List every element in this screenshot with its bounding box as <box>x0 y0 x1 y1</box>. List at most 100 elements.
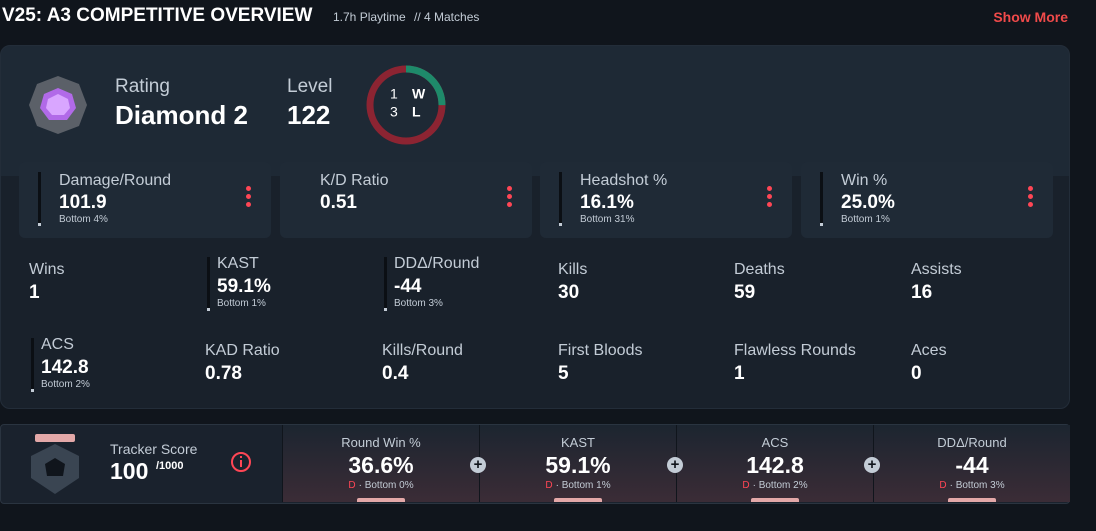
info-icon[interactable] <box>230 451 252 473</box>
stat-label: Wins <box>29 261 65 278</box>
stat-label: KAD Ratio <box>205 342 280 359</box>
stat-sub: Bottom 2% <box>41 379 90 390</box>
matches: // 4 Matches <box>414 10 480 24</box>
stat-sub: Bottom 1% <box>217 298 266 309</box>
metric-grade: D <box>545 480 553 491</box>
percentile-fill <box>207 308 210 311</box>
stat-value: 5 <box>558 363 569 384</box>
record-ring: 1 W3 L <box>366 65 446 145</box>
stat-card: Headshot % 16.1% Bottom 31% <box>540 162 792 238</box>
metric-label: KAST <box>561 435 595 450</box>
card-value: 16.1% <box>580 192 634 213</box>
stat-value: 30 <box>558 282 580 303</box>
metric-value: 59.1% <box>545 452 611 478</box>
dot <box>246 186 251 191</box>
percentile-fill <box>38 223 41 226</box>
stat-label: ACS <box>41 336 74 353</box>
record-text: W <box>412 86 426 102</box>
stat-sub: Bottom 3% <box>394 298 443 309</box>
rating-label: Rating <box>115 76 170 97</box>
stat-card: K/D Ratio 0.51 <box>280 162 532 238</box>
percentile-bar <box>820 172 823 226</box>
metric-cell: ACS 142.8 D · Bottom 2% <box>676 425 873 502</box>
metric-label: ACS <box>761 435 789 450</box>
stat-value: 59.1% <box>217 276 271 297</box>
menu-dots[interactable] <box>1028 186 1033 210</box>
metric-sub: · Bottom 2% <box>752 480 808 491</box>
level-label: Level <box>287 76 333 97</box>
stat-label: Deaths <box>734 261 785 278</box>
card-value: 25.0% <box>841 192 895 213</box>
percentile-fill <box>559 223 562 226</box>
metric-sub-row: D · Bottom 2% <box>677 480 873 491</box>
stat-value: 0 <box>911 363 922 384</box>
dot <box>507 194 512 199</box>
metric-tab <box>357 498 405 502</box>
rating: Diamond 2 <box>115 100 248 130</box>
metric-sub: · Bottom 0% <box>358 480 414 491</box>
card-label: Damage/Round <box>59 172 172 189</box>
metric-value: 36.6% <box>348 452 414 478</box>
stat-value: -44 <box>394 276 422 297</box>
menu-dots[interactable] <box>507 186 512 210</box>
metric-label: Round Win % <box>341 435 421 450</box>
card-sub: Bottom 4% <box>59 214 108 225</box>
metric-grade: D <box>348 480 356 491</box>
stat-value: 16 <box>911 282 933 303</box>
dot <box>246 194 251 199</box>
record-text: L <box>412 104 421 120</box>
metric-cell: DDΔ/Round -44 D · Bottom 3% <box>873 425 1070 502</box>
plus-icon: + <box>864 457 880 473</box>
menu-dots[interactable] <box>767 186 772 210</box>
metric-value: 142.8 <box>746 452 804 478</box>
metric-grade: D <box>742 480 750 491</box>
stat-value: 1 <box>29 282 40 303</box>
metric-value: -44 <box>955 452 989 478</box>
card-value: 0.51 <box>320 192 357 213</box>
card-label: Win % <box>841 172 888 189</box>
dot <box>1028 194 1033 199</box>
stat-value: 142.8 <box>41 357 89 378</box>
metric-sub-row: D · Bottom 1% <box>480 480 676 491</box>
card-label: K/D Ratio <box>320 172 389 189</box>
stat-card: Win % 25.0% Bottom 1% <box>801 162 1053 238</box>
metric-cell: Round Win % 36.6% D · Bottom 0% <box>282 425 479 502</box>
stat-value: 1 <box>734 363 745 384</box>
percentile-bar <box>38 172 41 226</box>
card-value: 101.9 <box>59 192 107 213</box>
metric-sub-row: D · Bottom 3% <box>874 480 1070 491</box>
menu-dots[interactable] <box>246 186 251 210</box>
rank-icon <box>29 76 87 134</box>
title: V25: A3 COMPETITIVE OVERVIEW <box>2 5 313 26</box>
tracker-max: /1000 <box>156 460 184 472</box>
metric-tab <box>554 498 602 502</box>
dot <box>507 186 512 191</box>
percentile-bar <box>31 338 34 392</box>
dot <box>1028 186 1033 191</box>
stat-label: Kills <box>558 261 588 278</box>
dot <box>767 202 772 207</box>
stat-label: Kills/Round <box>382 342 463 359</box>
dot <box>1028 202 1033 207</box>
plus-icon: + <box>667 457 683 473</box>
stat-label: Aces <box>911 342 947 359</box>
dot <box>507 202 512 207</box>
plus-icon: + <box>470 457 486 473</box>
record-text: 1 <box>390 86 398 102</box>
percentile-bar <box>384 257 387 311</box>
dot <box>767 186 772 191</box>
tracker-label: Tracker Score <box>110 441 198 457</box>
win-arc <box>366 65 446 145</box>
percentile-fill <box>31 389 34 392</box>
stat-label: Assists <box>911 261 962 278</box>
playtime: 1.7h Playtime <box>333 10 406 24</box>
show-more[interactable]: Show More <box>993 9 1068 25</box>
tracker-icon <box>31 434 79 494</box>
stat-label: DDΔ/Round <box>394 255 480 272</box>
metric-label: DDΔ/Round <box>937 435 1007 450</box>
stat-label: KAST <box>217 255 259 272</box>
dot <box>767 194 772 199</box>
dot <box>246 202 251 207</box>
card-sub: Bottom 31% <box>580 214 635 225</box>
